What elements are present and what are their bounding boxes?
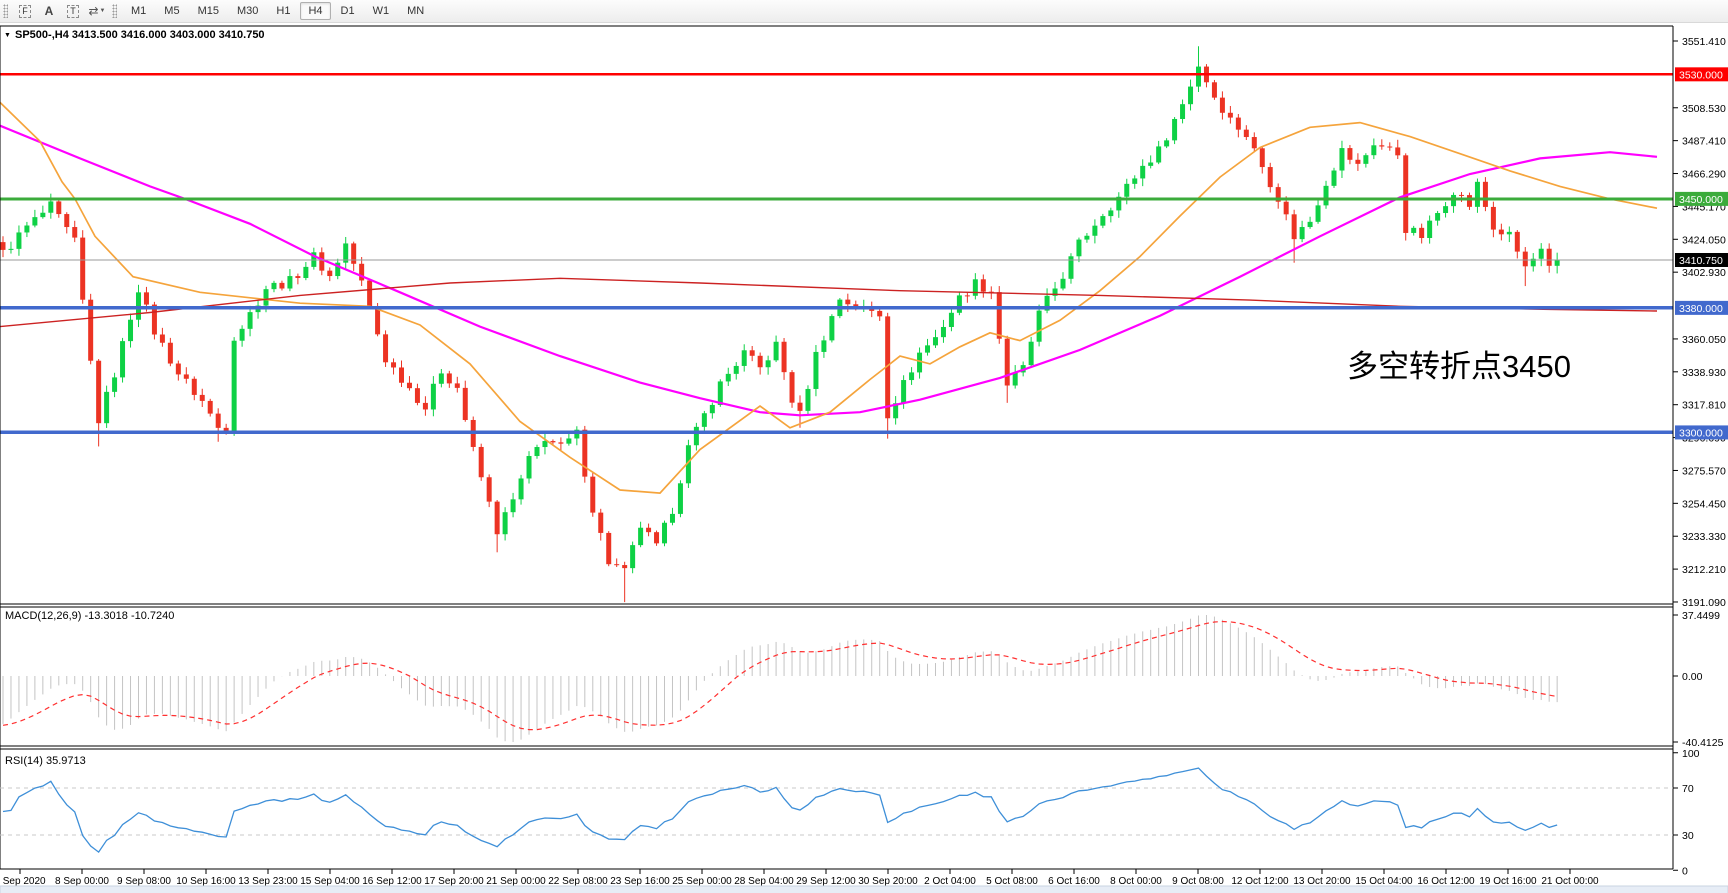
svg-text:30: 30 — [1682, 830, 1694, 842]
svg-text:13 Oct 20:00: 13 Oct 20:00 — [1293, 876, 1351, 887]
toolbar: F A T ⇄ ▼ M1 M5 M15 M30 H1 H4 D1 W1 MN — [0, 0, 1728, 23]
price-badge-3300.000 — [1675, 425, 1728, 440]
svg-text:3487.410: 3487.410 — [1682, 136, 1726, 148]
bottom-strip — [0, 885, 1728, 893]
chart-template-tool-icon[interactable]: F — [15, 2, 35, 20]
svg-text:5 Oct 08:00: 5 Oct 08:00 — [986, 876, 1038, 887]
macd-histogram — [2, 615, 1558, 742]
price-axis-labels: 3551.4103508.5303487.4103466.2903445.170… — [1673, 36, 1728, 877]
svg-text:13 Sep 23:00: 13 Sep 23:00 — [238, 876, 298, 887]
candlestick-series — [0, 46, 1560, 603]
timeframe-button-h4[interactable]: H4 — [300, 2, 331, 20]
svg-text:3191.090: 3191.090 — [1682, 597, 1726, 609]
svg-text:3551.410: 3551.410 — [1682, 36, 1726, 48]
timeframe-button-d1[interactable]: D1 — [340, 5, 355, 17]
dropdown-caret-icon: ▼ — [99, 8, 106, 14]
svg-text:3410.750: 3410.750 — [1679, 255, 1723, 267]
svg-text:23 Sep 16:00: 23 Sep 16:00 — [610, 876, 670, 887]
svg-text:37.4499: 37.4499 — [1682, 610, 1720, 622]
price-badge-3410.750 — [1675, 252, 1728, 267]
svg-text:12 Oct 12:00: 12 Oct 12:00 — [1231, 876, 1289, 887]
svg-text:-40.4125: -40.4125 — [1682, 737, 1724, 749]
price-badge-3450.000 — [1675, 191, 1728, 206]
main-plot-area[interactable] — [0, 26, 1673, 603]
svg-text:10 Sep 16:00: 10 Sep 16:00 — [176, 876, 236, 887]
svg-text:16 Sep 12:00: 16 Sep 12:00 — [362, 876, 422, 887]
svg-text:9 Oct 08:00: 9 Oct 08:00 — [1172, 876, 1224, 887]
svg-text:21 Oct 00:00: 21 Oct 00:00 — [1541, 876, 1599, 887]
svg-text:70: 70 — [1682, 783, 1694, 795]
timeframe-drag-handle[interactable] — [112, 4, 117, 18]
pane-borders — [0, 25, 1674, 870]
svg-text:3380.000: 3380.000 — [1679, 303, 1723, 315]
ma-mid-orange — [0, 101, 1658, 494]
svg-text:28 Sep 04:00: 28 Sep 04:00 — [734, 876, 794, 887]
svg-text:25 Sep 00:00: 25 Sep 00:00 — [672, 876, 732, 887]
svg-text:0: 0 — [1682, 865, 1688, 877]
svg-text:3450.000: 3450.000 — [1679, 194, 1723, 206]
annotation-text[interactable]: 多空转折点3450 — [1347, 349, 1571, 384]
svg-text:3530.000: 3530.000 — [1679, 69, 1723, 81]
svg-text:3424.050: 3424.050 — [1682, 234, 1726, 246]
svg-text:8 Sep 00:00: 8 Sep 00:00 — [55, 876, 109, 887]
svg-text:16 Oct 12:00: 16 Oct 12:00 — [1417, 876, 1475, 887]
svg-text:30 Sep 20:00: 30 Sep 20:00 — [858, 876, 918, 887]
svg-text:22 Sep 08:00: 22 Sep 08:00 — [548, 876, 608, 887]
svg-text:3466.290: 3466.290 — [1682, 169, 1726, 181]
svg-text:6 Oct 16:00: 6 Oct 16:00 — [1048, 876, 1100, 887]
timeframe-button-h1[interactable]: H1 — [276, 5, 291, 17]
symbol-ohlc-title: SP500-,H4 3413.500 3416.000 3403.000 341… — [15, 29, 265, 41]
svg-text:3275.570: 3275.570 — [1682, 465, 1726, 477]
svg-text:3508.530: 3508.530 — [1682, 103, 1726, 115]
svg-text:100: 100 — [1682, 748, 1700, 760]
svg-text:19 Oct 16:00: 19 Oct 16:00 — [1479, 876, 1537, 887]
svg-text:9 Sep 08:00: 9 Sep 08:00 — [117, 876, 171, 887]
svg-text:3254.450: 3254.450 — [1682, 498, 1726, 510]
price-badge-3380.000 — [1675, 300, 1728, 315]
svg-text:0.00: 0.00 — [1682, 671, 1703, 683]
timeframe-button-w1[interactable]: W1 — [372, 5, 390, 17]
svg-text:3317.810: 3317.810 — [1682, 400, 1726, 412]
ma-slow-magenta — [0, 124, 1658, 417]
svg-text:8 Oct 00:00: 8 Oct 00:00 — [1110, 876, 1162, 887]
timeframe-button-mn[interactable]: MN — [407, 5, 425, 17]
svg-text:3338.930: 3338.930 — [1682, 367, 1726, 379]
svg-text:15 Sep 04:00: 15 Sep 04:00 — [300, 876, 360, 887]
svg-text:21 Sep 00:00: 21 Sep 00:00 — [486, 876, 546, 887]
rsi-label: RSI(14) 35.9713 — [5, 755, 86, 767]
price-axis[interactable] — [1673, 26, 1728, 869]
price-badge-3530.000 — [1675, 67, 1728, 82]
svg-text:3212.210: 3212.210 — [1682, 564, 1726, 576]
time-axis[interactable]: 4 Sep 2020 8 Sep 00:00 9 Sep 08:00 10 Sep 1… — [0, 869, 1599, 887]
macd-signal-line — [2, 620, 1558, 731]
chart-svg: 3551.4103508.5303487.4103466.2903445.170… — [0, 23, 1728, 893]
annotate-letter-tool-icon[interactable]: A — [44, 4, 54, 18]
svg-text:3233.330: 3233.330 — [1682, 531, 1726, 543]
timeframe-button-m30[interactable]: M30 — [236, 5, 259, 17]
toolbar-tools: F A T ⇄ ▼ — [13, 2, 109, 20]
svg-text:4 Sep 2020: 4 Sep 2020 — [0, 876, 46, 887]
symbol-dropdown-icon[interactable]: ▼ — [4, 32, 11, 39]
toolbar-drag-handle[interactable] — [3, 4, 8, 18]
timeframe-group: M1 M5 M15 M30 H1 H4 D1 W1 MN — [122, 2, 433, 20]
svg-text:3360.050: 3360.050 — [1682, 334, 1726, 346]
rsi-line — [2, 767, 1558, 854]
svg-text:3300.000: 3300.000 — [1679, 427, 1723, 439]
timeframe-button-m5[interactable]: M5 — [164, 5, 180, 17]
svg-text:2 Oct 04:00: 2 Oct 04:00 — [924, 876, 976, 887]
svg-text:17 Sep 20:00: 17 Sep 20:00 — [424, 876, 484, 887]
timeframe-button-m15[interactable]: M15 — [197, 5, 219, 17]
timeframe-button-m1[interactable]: M1 — [131, 5, 147, 17]
cursor-arrows-tool-icon[interactable]: ⇄ ▼ — [88, 4, 106, 18]
text-label-tool-icon[interactable]: T — [63, 2, 83, 20]
svg-text:3402.930: 3402.930 — [1682, 267, 1726, 279]
svg-text:29 Sep 12:00: 29 Sep 12:00 — [796, 876, 856, 887]
macd-label: MACD(12,26,9) -13.3018 -10.7240 — [5, 610, 174, 622]
svg-text:15 Oct 04:00: 15 Oct 04:00 — [1355, 876, 1413, 887]
